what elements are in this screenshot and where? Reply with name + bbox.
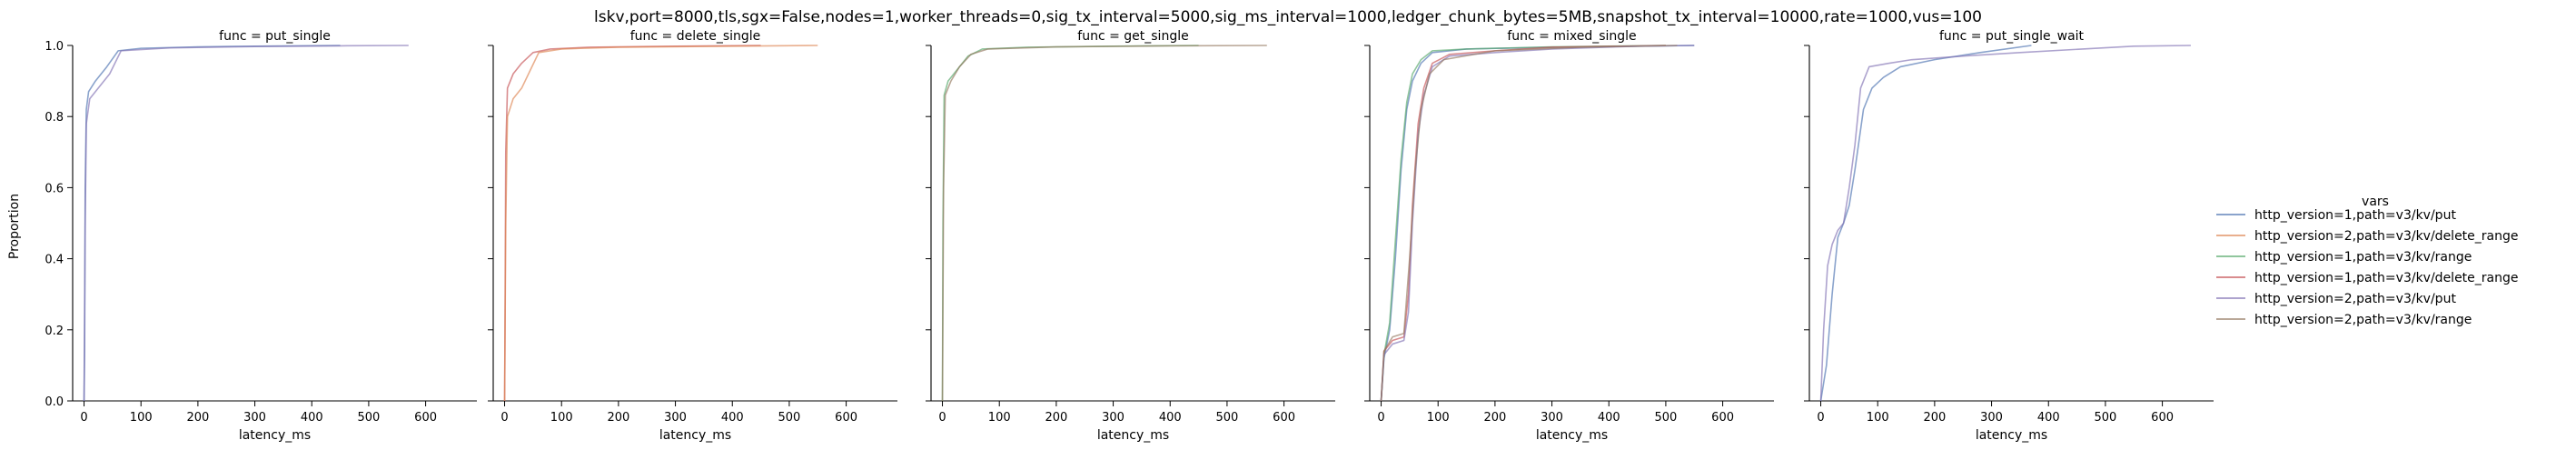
facet-panel-4: func = mixed_single 0 100 200 300 400 500 600 la… — [1364, 29, 1774, 443]
y-tick-label: 0.8 — [45, 111, 64, 125]
facet-panel-3: func = get_single 0 100 200 300 400 500 600 late… — [926, 29, 1335, 443]
chart-title: lskv,port=8000,tls,sgx=False,nodes=1,wor… — [594, 8, 1982, 26]
x-tick-label: 200 — [607, 411, 629, 425]
panel-title: func = mixed_single — [1507, 29, 1636, 44]
series-line — [83, 45, 341, 402]
x-tick-label: 400 — [721, 411, 744, 425]
legend-label: http_version=2,path=v3/kv/delete_range — [2254, 229, 2519, 244]
x-tick-label: 200 — [1045, 411, 1067, 425]
facet-panel-2: func = delete_single 0 100 200 300 400 500 600 l… — [488, 29, 897, 443]
series-line — [1380, 45, 1678, 402]
x-tick-label: 300 — [1980, 411, 2003, 425]
x-axis-label: latency_ms — [239, 428, 311, 443]
x-axis-label: latency_ms — [1097, 428, 1169, 443]
x-tick-label: 600 — [414, 411, 437, 425]
x-tick-label: 100 — [130, 411, 153, 425]
legend-label: http_version=2,path=v3/kv/put — [2254, 292, 2456, 306]
x-tick-label: 200 — [186, 411, 209, 425]
x-tick-label: 500 — [358, 411, 381, 425]
series-line — [941, 45, 1267, 402]
x-tick-label: 0 — [1817, 411, 1824, 425]
series-line — [1819, 45, 2191, 402]
y-tick-label: 0.2 — [45, 325, 64, 338]
panel-title: func = put_single_wait — [1939, 29, 2085, 44]
panel-title: func = put_single — [219, 29, 331, 44]
panel-title: func = delete_single — [630, 29, 761, 44]
legend-label: http_version=2,path=v3/kv/range — [2254, 313, 2472, 327]
legend-item: http_version=1,path=v3/kv/put — [2216, 208, 2456, 223]
facet-panel-1: func = put_single 0.0 0.2 0.4 0.6 0.8 1.0 0 100 2… — [45, 29, 477, 443]
x-tick-label: 400 — [2037, 411, 2060, 425]
legend-item: http_version=1,path=v3/kv/delete_range — [2216, 271, 2519, 285]
x-tick-label: 300 — [243, 411, 266, 425]
x-tick-label: 100 — [1427, 411, 1450, 425]
legend-label: http_version=1,path=v3/kv/delete_range — [2254, 271, 2519, 285]
series-line — [1380, 45, 1695, 402]
x-tick-label: 100 — [988, 411, 1011, 425]
series-line — [83, 45, 409, 402]
legend-item: http_version=2,path=v3/kv/delete_range — [2216, 229, 2519, 244]
series-line — [503, 45, 761, 402]
x-tick-label: 600 — [835, 411, 857, 425]
legend-title: vars — [2362, 195, 2389, 209]
series-line — [1380, 45, 1666, 402]
x-tick-label: 400 — [301, 411, 323, 425]
x-axis-label: latency_ms — [659, 428, 731, 443]
panel-title: func = get_single — [1077, 29, 1188, 44]
x-tick-label: 0 — [1377, 411, 1384, 425]
y-tick-label: 0.6 — [45, 182, 64, 195]
x-tick-label: 500 — [1216, 411, 1239, 425]
y-tick-label: 1.0 — [45, 40, 64, 54]
x-tick-label: 300 — [1541, 411, 1563, 425]
x-tick-label: 0 — [938, 411, 946, 425]
y-axis-label: Proportion — [7, 194, 22, 259]
x-tick-label: 500 — [2095, 411, 2117, 425]
facet-panel-5: func = put_single_wait 0 100 200 300 400 500 60… — [1804, 29, 2214, 443]
x-axis-label: latency_ms — [1536, 428, 1608, 443]
x-tick-label: 200 — [1923, 411, 1946, 425]
series-line — [503, 45, 818, 402]
x-tick-label: 500 — [1655, 411, 1678, 425]
legend-item: http_version=2,path=v3/kv/range — [2216, 313, 2472, 327]
x-tick-label: 0 — [80, 411, 87, 425]
x-tick-label: 600 — [1711, 411, 1734, 425]
x-axis-label: latency_ms — [1976, 428, 2047, 443]
y-tick-label: 0.4 — [45, 254, 64, 267]
x-tick-label: 300 — [664, 411, 687, 425]
x-tick-label: 600 — [1273, 411, 1295, 425]
x-tick-label: 100 — [1867, 411, 1889, 425]
legend-label: http_version=1,path=v3/kv/range — [2254, 250, 2472, 265]
x-tick-label: 100 — [550, 411, 573, 425]
x-tick-label: 400 — [1159, 411, 1182, 425]
facet-panels: func = put_single 0.0 0.2 0.4 0.6 0.8 1.0 0 100 2… — [45, 29, 2214, 443]
x-tick-label: 400 — [1598, 411, 1620, 425]
series-line — [1380, 45, 1695, 402]
x-tick-label: 500 — [778, 411, 801, 425]
x-tick-label: 600 — [2151, 411, 2174, 425]
series-line — [1819, 45, 2032, 402]
legend-label: http_version=1,path=v3/kv/put — [2254, 208, 2456, 223]
y-tick-label: 0.0 — [45, 395, 64, 409]
x-tick-label: 300 — [1102, 411, 1125, 425]
x-tick-label: 0 — [500, 411, 508, 425]
series-line — [941, 45, 1199, 402]
x-tick-label: 200 — [1483, 411, 1506, 425]
legend-item: http_version=1,path=v3/kv/range — [2216, 250, 2472, 265]
legend-item: http_version=2,path=v3/kv/put — [2216, 292, 2456, 306]
